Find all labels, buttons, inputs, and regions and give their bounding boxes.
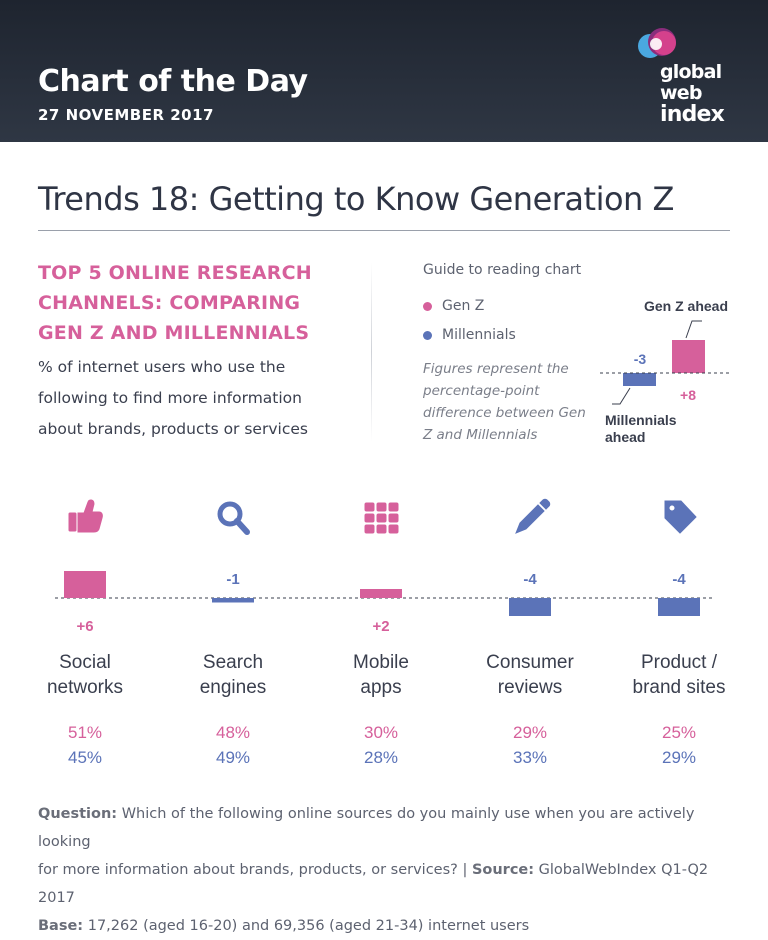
category-label: engines xyxy=(200,677,267,698)
guide-title: Guide to reading chart xyxy=(423,262,582,278)
legend-item-genz: Gen Z xyxy=(423,298,484,314)
guide-note-line: Z and Millennials xyxy=(423,427,538,443)
subtitle-line: TOP 5 ONLINE RESEARCH xyxy=(38,262,312,284)
legend-dot-millennials xyxy=(423,330,432,340)
millennials-value-label: 28% xyxy=(364,748,398,767)
logo-text-index: index xyxy=(660,102,725,127)
question-label: Question: xyxy=(38,806,118,822)
pencil-icon xyxy=(515,498,551,534)
logo-text-global: global xyxy=(660,61,722,83)
legend-item-millennials: Millennials xyxy=(423,327,516,343)
difference-label: -1 xyxy=(226,571,239,588)
apps-grid-icon xyxy=(364,502,399,534)
guide-example-chart: Gen Z ahead -3 +8 Millennials ahead xyxy=(600,298,730,445)
logo-text-web: web xyxy=(660,82,702,104)
difference-bar xyxy=(509,598,551,616)
guide-note-line: difference between Gen xyxy=(423,405,586,421)
legend-label: Millennials xyxy=(442,327,516,343)
category-label: Mobile xyxy=(353,652,409,673)
base-text: 17,262 (aged 16-20) and 69,356 (aged 21-… xyxy=(83,918,530,934)
guide-negative-value: -3 xyxy=(634,351,647,367)
category-label: networks xyxy=(47,677,123,698)
millennials-ahead-pointer xyxy=(612,387,631,405)
intro-separator xyxy=(371,262,372,442)
category-label: Search xyxy=(203,652,263,673)
difference-label: -4 xyxy=(672,571,686,588)
genz-ahead-pointer xyxy=(685,320,702,339)
chart-description: % of internet users who use the followin… xyxy=(38,352,338,445)
difference-label: -4 xyxy=(523,571,537,588)
guide-millennials-bar xyxy=(623,373,656,386)
description-line: about brands, products or services xyxy=(38,420,308,438)
tag-icon xyxy=(664,500,697,534)
description-line: following to find more information xyxy=(38,389,302,407)
millennials-ahead-label: ahead xyxy=(605,429,645,445)
subtitle-line: GEN Z AND MILLENNIALS xyxy=(38,322,310,344)
millennials-value-label: 33% xyxy=(513,748,547,767)
category-label: reviews xyxy=(498,677,562,698)
difference-bar xyxy=(658,598,700,616)
question-text: Which of the following online sources do… xyxy=(38,806,695,850)
chart-subtitle: TOP 5 ONLINE RESEARCH CHANNELS: COMPARIN… xyxy=(38,258,358,348)
guide-note-line: percentage-point xyxy=(423,383,540,399)
base-label: Base: xyxy=(38,918,84,934)
category-label: Product / xyxy=(641,652,718,673)
difference-label: +6 xyxy=(76,618,93,635)
millennials-ahead-label: Millennials xyxy=(605,412,677,428)
genz-ahead-label: Gen Z ahead xyxy=(644,298,728,314)
question-line: Question: Which of the following online … xyxy=(38,800,738,856)
header-date: 27 NOVEMBER 2017 xyxy=(38,106,214,124)
header-band: Chart of the Day 27 NOVEMBER 2017 global… xyxy=(0,0,768,142)
genz-value-label: 48% xyxy=(216,723,250,742)
genz-value-label: 25% xyxy=(662,723,696,742)
category-label: Consumer xyxy=(486,652,574,673)
difference-bar xyxy=(64,571,106,598)
research-channels-chart: +6 Social networks 51% 45% -1 Search engines 48%… xyxy=(47,498,726,767)
thumbs-up-icon xyxy=(68,499,103,533)
genz-value-label: 51% xyxy=(68,723,102,742)
genz-value-label: 30% xyxy=(364,723,398,742)
category-label: brand sites xyxy=(633,677,726,698)
millennials-value-label: 29% xyxy=(662,748,696,767)
footer-notes: Question: Which of the following online … xyxy=(38,800,738,940)
difference-label: +2 xyxy=(372,618,389,635)
main-title: Trends 18: Getting to Know Generation Z xyxy=(38,180,674,218)
search-icon xyxy=(220,504,247,532)
subtitle-line: CHANNELS: COMPARING xyxy=(38,292,301,314)
difference-bar xyxy=(360,589,402,598)
millennials-value-label: 45% xyxy=(68,748,102,767)
category-label: apps xyxy=(360,677,401,698)
guide-genz-bar xyxy=(672,340,705,373)
guide-note-line: Figures represent the xyxy=(423,361,569,377)
millennials-value-label: 49% xyxy=(216,748,250,767)
question-text-cont: for more information about brands, produ… xyxy=(38,862,472,878)
source-label: Source: xyxy=(471,862,535,878)
guide-positive-value: +8 xyxy=(680,387,696,403)
legend-label: Gen Z xyxy=(442,298,485,314)
genz-value-label: 29% xyxy=(513,723,547,742)
question-source-line: for more information about brands, produ… xyxy=(38,856,738,912)
difference-bar xyxy=(212,598,254,603)
globalwebindex-logo: global web index xyxy=(634,24,744,127)
logo-circles-icon xyxy=(638,28,676,58)
legend-dot-genz xyxy=(423,301,432,311)
category-label: Social xyxy=(59,652,111,673)
header-title: Chart of the Day xyxy=(38,64,308,99)
base-line: Base: 17,262 (aged 16-20) and 69,356 (ag… xyxy=(38,912,738,940)
title-divider xyxy=(38,230,730,231)
guide-note: Figures represent the percentage-point d… xyxy=(423,358,593,446)
description-line: % of internet users who use the xyxy=(38,358,286,376)
